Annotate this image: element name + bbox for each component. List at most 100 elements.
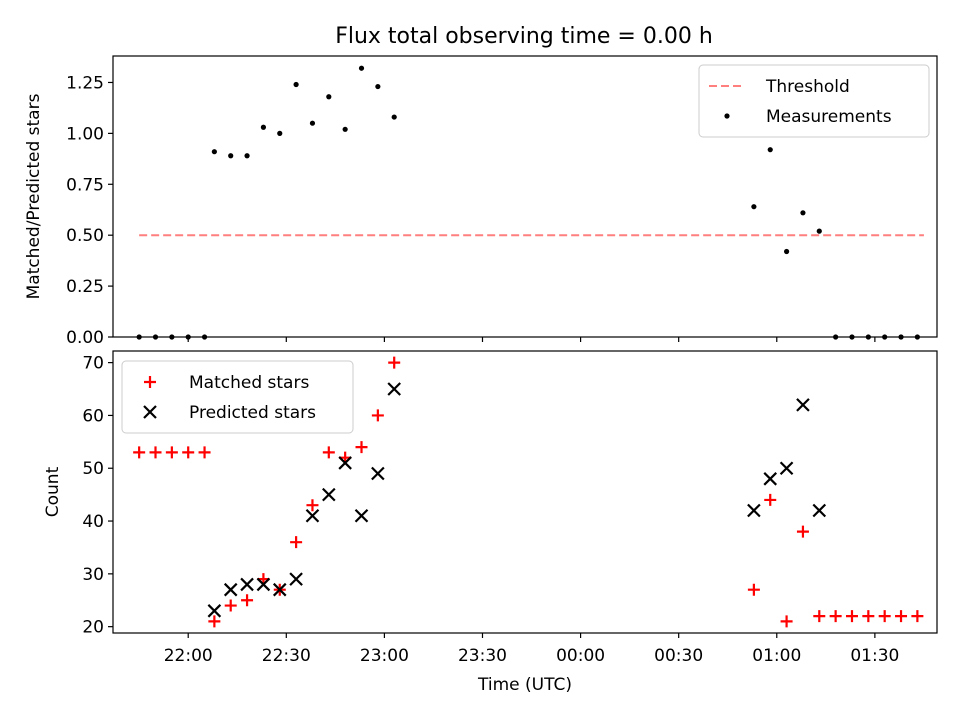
y-tick-label: 60 xyxy=(82,406,104,426)
measurement-point xyxy=(185,334,191,340)
predicted-star-point xyxy=(796,398,810,412)
y-tick-label: 0.75 xyxy=(66,175,104,195)
measurement-point xyxy=(309,120,316,126)
predicted-star-point xyxy=(207,604,222,618)
measurement-point xyxy=(391,114,397,120)
measurement-point xyxy=(260,124,267,130)
matched-star-point xyxy=(241,594,254,607)
x-tick-label: 23:30 xyxy=(458,646,507,666)
legend-box xyxy=(121,360,354,434)
matched-star-point xyxy=(878,610,891,623)
matched-star-point xyxy=(895,610,908,623)
matched-star-point xyxy=(747,583,760,596)
measurement-point xyxy=(767,147,773,153)
figure-title: Flux total observing time = 0.00 h xyxy=(335,24,713,49)
matched-star-point xyxy=(290,536,303,549)
matched-star-point xyxy=(133,446,146,459)
matched-star-point xyxy=(224,599,237,612)
top-panel-ratio: 0.00 0.25 0.50 0.75 1.00 1.25 Matched/Predicte… xyxy=(24,55,938,348)
predicted-star-point xyxy=(763,472,778,486)
legend-measurement-swatch xyxy=(724,113,730,119)
measurement-point xyxy=(800,210,806,216)
predicted-star-point xyxy=(354,508,369,523)
y-tick-label: 50 xyxy=(82,459,104,479)
legend-label: Predicted stars xyxy=(189,403,316,423)
measurement-point xyxy=(326,94,332,100)
legend: Threshold Measurements xyxy=(698,64,930,138)
measurement-point xyxy=(849,334,855,340)
matched-star-point xyxy=(845,610,858,623)
bottom-panel-counts: 20 30 40 50 60 70 22:00 22:30 23:00 23:30 00:00 00:… xyxy=(43,350,938,695)
predicted-star-point xyxy=(289,572,303,586)
measurement-point xyxy=(211,149,217,155)
measurement-point xyxy=(152,334,159,340)
measurement-point xyxy=(342,126,348,132)
legend-predicted-swatch xyxy=(143,405,157,419)
predicted-star-point xyxy=(272,582,287,597)
matched-star-point xyxy=(371,409,384,422)
matched-star-point xyxy=(829,610,842,623)
measurement-point xyxy=(882,334,888,340)
predicted-star-point xyxy=(256,577,271,592)
measurement-point xyxy=(169,334,175,340)
legend: Matched stars Predicted stars xyxy=(121,360,354,434)
x-tick-label: 00:00 xyxy=(556,646,605,666)
x-tick-label: 22:00 xyxy=(164,646,213,666)
legend-label: Matched stars xyxy=(189,373,309,393)
predicted-star-point xyxy=(779,461,794,476)
axes-frame xyxy=(112,350,938,634)
legend-matched-swatch xyxy=(144,376,156,388)
y-tick-label: 30 xyxy=(82,565,104,585)
measurement-point xyxy=(293,81,299,88)
predicted-star-point xyxy=(387,382,401,396)
measurement-point xyxy=(358,65,365,71)
measurement-point xyxy=(244,153,250,159)
y-tick-label: 70 xyxy=(82,354,104,374)
matched-star-point xyxy=(388,356,401,369)
measurement-point xyxy=(228,153,234,159)
measurement-point xyxy=(816,228,822,234)
predicted-star-point xyxy=(371,466,385,481)
x-tick-label: 00:30 xyxy=(654,646,703,666)
matched-star-point xyxy=(911,610,924,623)
matched-star-point xyxy=(355,441,368,454)
y-tick-label: 0.00 xyxy=(66,328,104,348)
matched-star-point xyxy=(165,446,178,459)
matched-star-point xyxy=(149,446,162,459)
matched-star-point xyxy=(322,446,335,459)
measurement-point xyxy=(833,334,839,340)
y-axis-label: Matched/Predicted stars xyxy=(24,93,44,299)
measurement-point xyxy=(898,334,904,340)
predicted-star-point xyxy=(338,456,352,470)
predicted-star-point xyxy=(322,487,336,502)
predicted-star-point xyxy=(747,503,761,518)
predicted-star-point xyxy=(240,577,254,592)
legend-label: Threshold xyxy=(765,77,850,97)
measurement-point xyxy=(751,204,757,210)
x-tick-label: 01:00 xyxy=(752,646,801,666)
matched-star-point xyxy=(862,610,875,623)
matched-star-point xyxy=(208,615,221,628)
y-tick-label: 0.50 xyxy=(66,226,104,246)
matched-star-point xyxy=(306,499,319,512)
measurement-point xyxy=(783,248,790,255)
x-axis-label: Time (UTC) xyxy=(477,675,572,695)
x-tick-label: 22:30 xyxy=(262,646,311,666)
x-tick-label: 01:30 xyxy=(850,646,899,666)
matched-star-point xyxy=(198,446,211,459)
measurement-point xyxy=(201,334,208,340)
measurement-point xyxy=(914,334,920,340)
matched-star-point xyxy=(813,610,826,623)
y-tick-label: 40 xyxy=(82,512,104,532)
y-tick-label: 1.00 xyxy=(66,124,104,144)
predicted-star-point xyxy=(812,503,827,518)
x-tick-label: 23:00 xyxy=(360,646,409,666)
matched-star-point xyxy=(780,615,793,628)
measurement-point xyxy=(375,83,381,90)
matched-star-point xyxy=(182,446,195,459)
measurement-point xyxy=(136,334,142,340)
y-axis-label: Count xyxy=(43,466,63,517)
measurement-point xyxy=(277,130,283,136)
axes-frame xyxy=(112,55,938,338)
